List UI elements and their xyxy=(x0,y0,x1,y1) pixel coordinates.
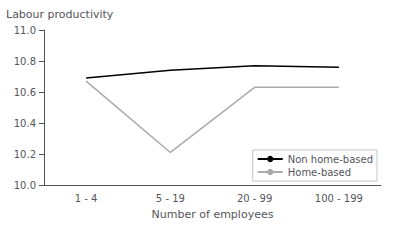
svg-text:Non home-based: Non home-based xyxy=(288,154,373,165)
svg-text:Number of employees: Number of employees xyxy=(152,208,274,221)
svg-text:100 - 199: 100 - 199 xyxy=(315,193,363,204)
svg-text:20 - 99: 20 - 99 xyxy=(237,193,272,204)
svg-text:10.2: 10.2 xyxy=(14,149,36,160)
svg-text:11.0: 11.0 xyxy=(14,25,36,36)
svg-text:Home-based: Home-based xyxy=(288,167,351,178)
svg-text:10.4: 10.4 xyxy=(14,118,36,129)
svg-text:5 - 19: 5 - 19 xyxy=(156,193,185,204)
svg-text:1 - 4: 1 - 4 xyxy=(75,193,98,204)
svg-text:10.6: 10.6 xyxy=(14,87,36,98)
svg-text:Labour productivity: Labour productivity xyxy=(6,8,114,21)
svg-text:10.0: 10.0 xyxy=(14,180,36,191)
svg-text:10.8: 10.8 xyxy=(14,56,36,67)
